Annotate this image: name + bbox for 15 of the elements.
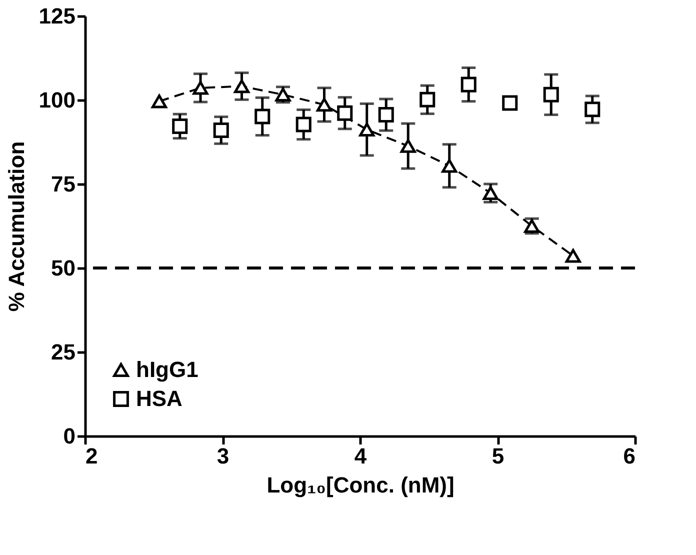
y-tick-label: 0	[63, 424, 76, 448]
legend-label: HSA	[136, 386, 183, 411]
x-tick-label: 6	[623, 444, 636, 468]
x-tick-label: 2	[86, 444, 98, 468]
x-tick-label: 5	[492, 444, 504, 468]
x-tick-label: 3	[216, 444, 230, 468]
y-tick-label: 75	[51, 172, 76, 196]
y-tick-label: 25	[51, 340, 76, 364]
y-tick-label: 50	[51, 256, 76, 280]
x-tick-label: 4	[354, 444, 368, 468]
y-axis-title: % Accumulation	[4, 141, 29, 312]
y-tick-label: 100	[38, 88, 76, 112]
y-tick-label: 125	[38, 4, 76, 28]
x-axis-title: Log₁₀[Conc. (nM)]	[266, 472, 454, 498]
legend-label: hIgG1	[136, 357, 198, 382]
